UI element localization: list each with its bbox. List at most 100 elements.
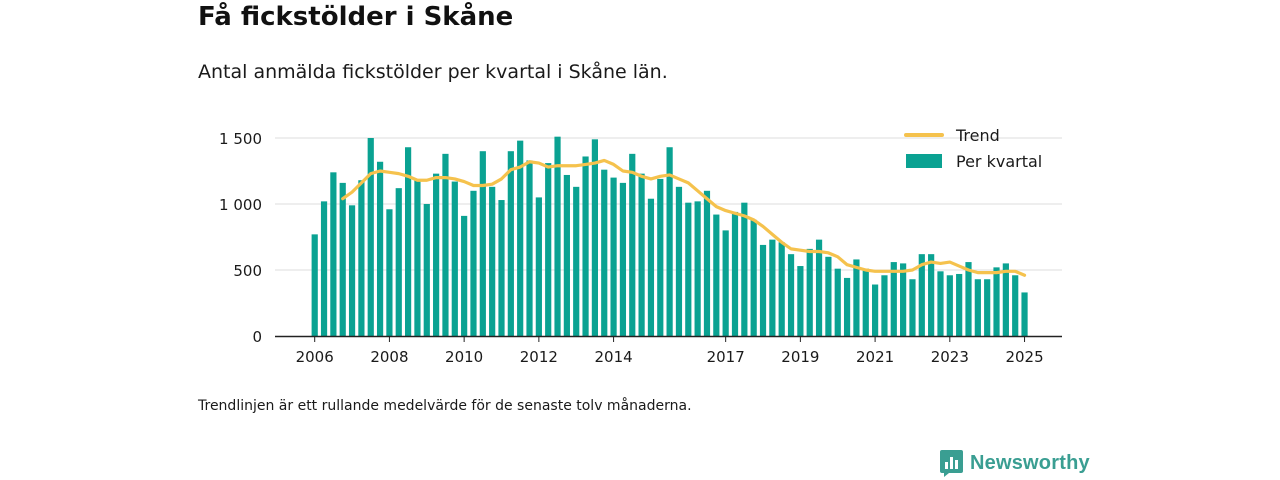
bar (647, 198, 655, 336)
bar (853, 259, 860, 336)
bar (657, 178, 664, 336)
bar (759, 244, 767, 336)
bar (834, 268, 841, 336)
bar (311, 234, 318, 336)
x-axis-ticks: 2006 2008 2010 2012 2014 2017 2019 2021 2023 2025 (296, 336, 1044, 366)
bar (367, 138, 374, 336)
bar (815, 239, 823, 336)
bar (750, 219, 757, 336)
bar (862, 268, 869, 336)
bar (554, 136, 561, 336)
bar (339, 182, 346, 336)
bar (545, 163, 552, 336)
legend: Trend Per kvartal (904, 126, 1042, 171)
bar (563, 174, 570, 336)
bar (423, 204, 430, 336)
bar (881, 275, 888, 336)
x-tick-label: 2017 (707, 348, 745, 366)
bar (694, 201, 701, 336)
bar (582, 156, 589, 336)
x-tick-label: 2025 (1005, 348, 1043, 366)
bars (311, 136, 1028, 336)
bar (713, 214, 720, 336)
bar (675, 186, 683, 336)
bar (890, 262, 897, 336)
x-tick-label: 2019 (781, 348, 819, 366)
bar (610, 177, 617, 336)
bar (806, 248, 813, 336)
legend-trend-label: Trend (955, 126, 1000, 145)
bar (666, 147, 673, 336)
bar (451, 181, 458, 336)
bar (517, 140, 524, 336)
bar (442, 153, 449, 336)
bar (984, 279, 991, 336)
bar (993, 267, 1000, 336)
bar (395, 188, 402, 336)
bar (629, 153, 636, 336)
x-tick-label: 2010 (445, 348, 483, 366)
bar (872, 284, 879, 336)
brand-name: Newsworthy (970, 452, 1090, 474)
bar (358, 180, 365, 336)
bar (685, 202, 692, 336)
chart-title: Få fickstölder i Skåne (198, 2, 514, 32)
bar (956, 273, 963, 336)
bar (601, 169, 608, 336)
bar (778, 242, 785, 336)
bar (320, 201, 328, 336)
bar (526, 160, 533, 336)
bar (470, 190, 477, 336)
bar (825, 256, 832, 336)
legend-bar-swatch (906, 154, 942, 168)
bar (433, 173, 440, 336)
bar (498, 200, 505, 336)
bar (348, 205, 356, 336)
bar (741, 202, 748, 336)
legend-bar-label: Per kvartal (956, 152, 1042, 171)
bar (573, 186, 580, 336)
x-tick-label: 2023 (931, 348, 969, 366)
bar (937, 271, 944, 336)
y-tick-label: 1 000 (219, 196, 262, 214)
bar (461, 215, 468, 336)
bar (797, 266, 804, 336)
bar (376, 161, 384, 336)
bar (918, 254, 925, 336)
bar (909, 279, 916, 336)
newsworthy-logo-icon (940, 450, 963, 477)
bar (330, 172, 337, 336)
bar (722, 230, 729, 336)
x-tick-label: 2006 (296, 348, 334, 366)
x-tick-label: 2008 (370, 348, 408, 366)
y-axis-ticks: 0 500 1 000 1 500 (219, 130, 262, 346)
bar (965, 262, 972, 336)
bar (591, 139, 598, 336)
bar (405, 147, 412, 336)
chart-subtitle: Antal anmälda fickstölder per kvartal i … (198, 61, 668, 83)
x-tick-label: 2021 (856, 348, 894, 366)
footnote: Trendlinjen är ett rullande medelvärde f… (198, 398, 692, 414)
bar (928, 254, 935, 336)
y-tick-label: 1 500 (219, 130, 262, 148)
bar (1021, 292, 1028, 336)
bar (731, 211, 739, 336)
bar (479, 151, 486, 336)
bar (386, 209, 393, 336)
bar (974, 279, 981, 336)
bar (535, 197, 542, 336)
bar (703, 190, 711, 336)
bar (414, 180, 421, 336)
x-tick-label: 2012 (520, 348, 558, 366)
bar (1002, 263, 1009, 336)
bar (619, 182, 627, 336)
bar (787, 254, 795, 336)
bar (1012, 275, 1019, 336)
trend-line (341, 158, 1027, 277)
bar (638, 173, 645, 336)
bar (900, 263, 907, 336)
bar (507, 151, 514, 336)
bar (769, 239, 776, 336)
bar (489, 186, 496, 336)
